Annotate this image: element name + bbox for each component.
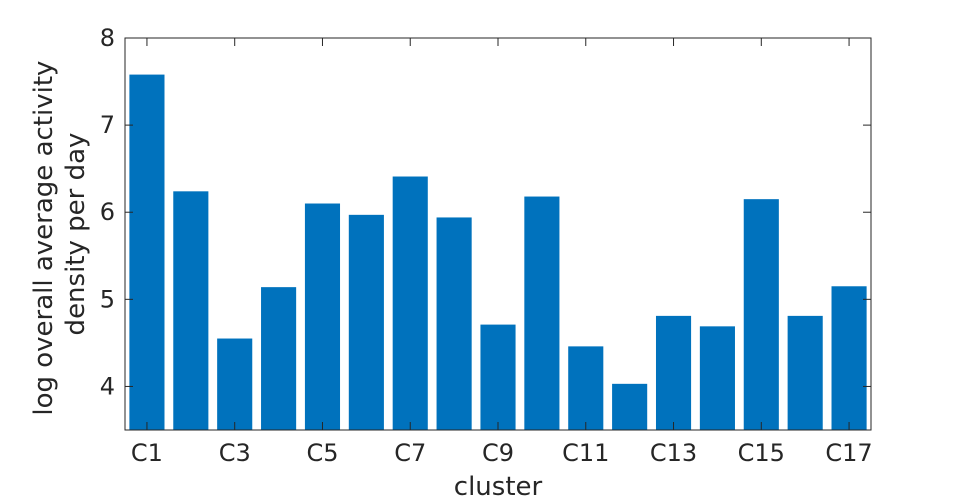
y-tick-label: 8 xyxy=(100,24,115,52)
x-tick-label: C3 xyxy=(219,439,251,467)
y-axis-label-line-1: log overall average activity xyxy=(29,61,59,416)
y-tick-label: 6 xyxy=(100,198,115,226)
bar-c1 xyxy=(129,74,165,430)
x-tick-label: C1 xyxy=(131,439,163,467)
x-tick-label: C15 xyxy=(738,439,785,467)
x-tick-labels: C1 C3 C5 C7 C9 C11 C13 C15 C17 xyxy=(131,439,873,467)
bar-c5 xyxy=(304,203,341,430)
bar-c7 xyxy=(392,176,428,430)
bar-c15 xyxy=(743,199,779,430)
bar-c3 xyxy=(217,338,253,430)
x-tick-label: C11 xyxy=(562,439,609,467)
y-axis-label: log overall average activity density per… xyxy=(29,52,91,415)
bar-c2 xyxy=(173,191,209,430)
bar-c9 xyxy=(480,324,516,430)
y-tick-label: 7 xyxy=(100,111,115,139)
bar-c17 xyxy=(831,286,867,430)
x-tick-label: C13 xyxy=(650,439,697,467)
bar-c16 xyxy=(787,315,823,430)
x-tick-label: C5 xyxy=(306,439,338,467)
axes-group xyxy=(124,37,872,431)
y-tick-label: 5 xyxy=(100,285,115,313)
bar-c12 xyxy=(612,383,648,430)
y-axis-label-line-2: density per day xyxy=(61,133,91,336)
bar-c13 xyxy=(655,315,692,430)
bar-c8 xyxy=(436,217,472,430)
x-axis-label: cluster xyxy=(454,472,543,502)
bar-c10 xyxy=(524,196,560,430)
bar-c4 xyxy=(261,287,297,430)
x-tick-label: C9 xyxy=(482,439,514,467)
bar-c14 xyxy=(699,326,735,430)
x-tick-label: C17 xyxy=(825,439,872,467)
bars-group xyxy=(129,74,867,430)
y-tick-label: 4 xyxy=(100,372,115,400)
bar-c11 xyxy=(568,346,604,430)
bar-c6 xyxy=(348,214,384,430)
x-tick-label: C7 xyxy=(394,439,426,467)
y-tick-labels: 4 5 6 7 8 xyxy=(100,24,115,400)
